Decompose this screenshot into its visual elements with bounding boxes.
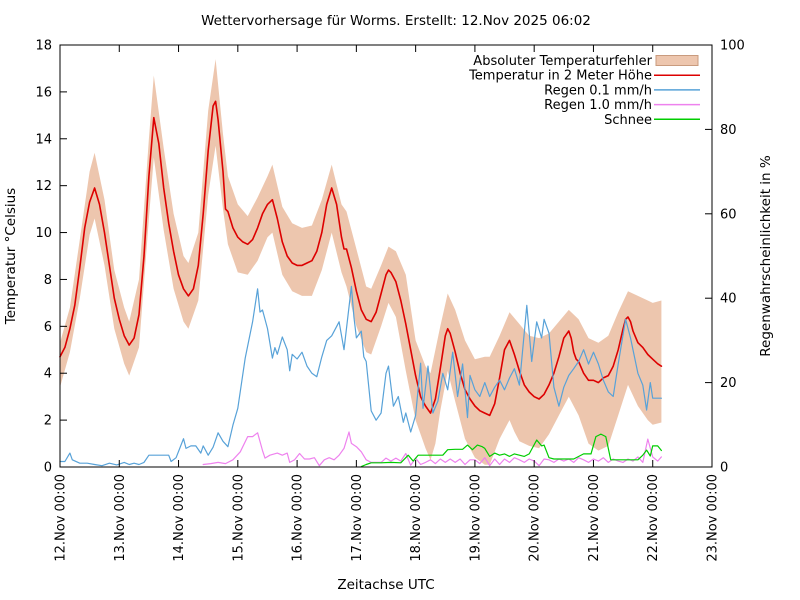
x-axis-title: Zeitachse UTC <box>337 577 434 593</box>
y-right-tick-label: 60 <box>720 207 737 222</box>
temperature-error-band-area <box>60 59 662 465</box>
legend-item-regen-1-0-mm-h: Regen 1.0 mm/h <box>544 98 700 113</box>
plot-border <box>59 44 713 468</box>
x-tick-label: 19.Nov 00:00 <box>468 474 483 562</box>
legend-item-regen-0-1-mm-h: Regen 0.1 mm/h <box>544 83 700 98</box>
x-tick-label: 22.Nov 00:00 <box>646 474 661 562</box>
y-right-tick-label: 40 <box>720 292 737 307</box>
y-left-tick-label: 8 <box>44 273 52 288</box>
legend-item-absoluter-temperaturfehler: Absoluter Temperaturfehler <box>473 54 699 69</box>
x-tick-label: 12.Nov 00:00 <box>54 474 69 562</box>
legend-item-label: Absoluter Temperaturfehler <box>473 54 652 69</box>
x-tick-label: 20.Nov 00:00 <box>528 474 543 562</box>
x-tick-label: 13.Nov 00:00 <box>113 474 128 562</box>
y-left-tick-label: 18 <box>35 39 52 54</box>
y-right-tick-label: 20 <box>720 376 737 391</box>
legend-item-label: Regen 1.0 mm/h <box>544 98 652 113</box>
legend-item-label: Schnee <box>604 113 652 128</box>
rain-10mmh-line <box>202 431 663 467</box>
temperature-2m-line <box>59 100 663 417</box>
x-tick-label: 21.Nov 00:00 <box>587 474 602 562</box>
x-tick-label: 16.Nov 00:00 <box>291 474 306 562</box>
y-left-tick-label: 12 <box>35 179 52 194</box>
y-axis-right-title: Regenwahrscheinlichkeit in % <box>758 155 774 357</box>
y-axis-left-title: Temperatur °Celsius <box>3 188 19 325</box>
legend-item-schnee: Schnee <box>604 113 700 128</box>
y-left-tick-label: 6 <box>44 320 52 335</box>
x-tick-label: 14.Nov 00:00 <box>172 474 187 562</box>
legend-item-label: Regen 0.1 mm/h <box>544 83 652 98</box>
y-left-tick-label: 2 <box>44 414 52 429</box>
y-left-tick-label: 14 <box>35 132 52 147</box>
x-tick-label: 18.Nov 00:00 <box>409 474 424 562</box>
y-left-tick-label: 16 <box>35 85 52 100</box>
axes-and-ticks: 12.Nov 00:00 13.Nov 00:00 14.Nov 00:00 15.N… <box>35 39 744 562</box>
data-series <box>59 100 663 468</box>
y-left-tick-label: 10 <box>35 226 52 241</box>
legend-band-swatch <box>655 55 699 66</box>
temperature-error-band <box>60 59 662 465</box>
rain-01mmh-line <box>59 285 663 467</box>
x-tick-label: 15.Nov 00:00 <box>231 474 246 562</box>
x-tick-label: 23.Nov 00:00 <box>706 474 721 562</box>
legend-item-temperatur-in-2-meter-h-he: Temperatur in 2 Meter Höhe <box>468 69 700 84</box>
chart-title: Wettervorhersage für Worms. Erstellt: 12… <box>201 13 591 29</box>
x-tick-label: 17.Nov 00:00 <box>350 474 365 562</box>
legend-item-label: Temperatur in 2 Meter Höhe <box>468 69 652 84</box>
y-left-tick-label: 4 <box>44 367 52 382</box>
y-left-tick-label: 0 <box>44 461 52 476</box>
y-right-tick-label: 100 <box>720 39 745 54</box>
y-right-tick-label: 0 <box>720 461 728 476</box>
snow-line <box>360 433 663 468</box>
y-right-tick-label: 80 <box>720 123 737 138</box>
